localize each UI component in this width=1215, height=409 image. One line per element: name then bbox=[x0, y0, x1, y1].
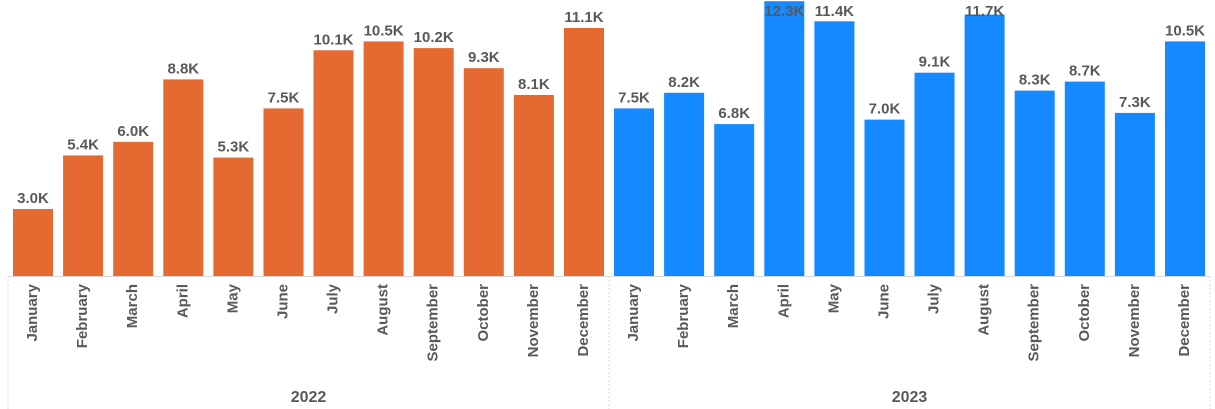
dividers-layer bbox=[7, 276, 1211, 409]
bar-2022-september bbox=[413, 48, 454, 276]
bar-2022-december bbox=[564, 28, 604, 276]
data-label-2023-april: 12.3K bbox=[764, 3, 804, 20]
data-label-2023-march: 6.8K bbox=[718, 105, 750, 122]
bar-2023-june bbox=[864, 119, 905, 276]
bar-2022-february bbox=[63, 155, 104, 276]
bar-2023-july bbox=[914, 72, 955, 276]
data-label-2023-july: 9.1K bbox=[919, 54, 951, 71]
x-tick-2022-march: March bbox=[124, 284, 141, 328]
bar-2022-january bbox=[13, 209, 53, 276]
x-tick-2023-march: March bbox=[725, 284, 742, 328]
data-label-2022-february: 5.4K bbox=[67, 136, 99, 153]
data-label-2022-october: 9.3K bbox=[468, 49, 500, 66]
x-tick-2022-june: June bbox=[274, 284, 291, 319]
x-tick-2022-september: September bbox=[425, 284, 442, 362]
data-label-2022-july: 10.1K bbox=[313, 31, 353, 48]
group-label-2022: 2022 bbox=[291, 389, 327, 406]
group-labels-layer: 2022 2023 bbox=[291, 389, 928, 406]
bar-2022-august bbox=[363, 41, 404, 277]
data-label-2023-september: 8.3K bbox=[1019, 72, 1051, 89]
bar-2023-november bbox=[1114, 112, 1155, 277]
data-label-2022-march: 6.0K bbox=[117, 123, 149, 140]
data-label-2022-november: 8.1K bbox=[518, 76, 550, 93]
data-label-2022-january: 3.0K bbox=[17, 190, 49, 207]
x-tick-2023-january: January bbox=[625, 283, 642, 341]
bar-2023-april bbox=[764, 1, 805, 276]
bar-2022-june bbox=[263, 108, 304, 277]
data-label-2023-november: 7.3K bbox=[1119, 94, 1151, 111]
bar-2023-march bbox=[714, 124, 755, 276]
x-tick-2022-february: February bbox=[74, 283, 91, 348]
data-label-2023-february: 8.2K bbox=[668, 74, 700, 91]
x-tick-2023-august: August bbox=[976, 284, 993, 336]
x-tick-2022-december: December bbox=[575, 284, 592, 357]
bar-2022-april bbox=[163, 79, 204, 277]
data-label-2023-october: 8.7K bbox=[1069, 63, 1101, 80]
x-tick-labels-layer: January February March April May June July Augu… bbox=[24, 283, 1193, 361]
data-label-2022-june: 7.5K bbox=[268, 89, 300, 106]
x-tick-2022-october: October bbox=[475, 284, 492, 342]
x-tick-2022-may: May bbox=[224, 283, 241, 313]
x-tick-2023-october: October bbox=[1076, 284, 1093, 342]
x-tick-2023-september: September bbox=[1026, 284, 1043, 362]
data-label-2022-april: 8.8K bbox=[167, 60, 199, 77]
bar-2022-may bbox=[213, 157, 254, 276]
bar-2023-january bbox=[614, 108, 654, 277]
x-tick-2023-june: June bbox=[875, 284, 892, 319]
data-label-2023-december: 10.5K bbox=[1165, 22, 1205, 39]
x-tick-2023-july: July bbox=[925, 283, 942, 314]
bar-2022-july bbox=[313, 50, 354, 276]
x-tick-2022-july: July bbox=[324, 283, 341, 314]
x-tick-2023-april: April bbox=[775, 284, 792, 318]
data-label-2022-august: 10.5K bbox=[364, 22, 404, 39]
x-tick-2022-january: January bbox=[24, 283, 41, 341]
bar-2023-may bbox=[814, 21, 855, 276]
bar-2023-october bbox=[1064, 81, 1105, 276]
bar-2023-august bbox=[964, 14, 1005, 276]
data-label-2023-june: 7.0K bbox=[869, 101, 901, 118]
x-tick-2022-august: August bbox=[375, 284, 392, 336]
x-tick-2022-april: April bbox=[174, 284, 191, 318]
x-tick-2023-december: December bbox=[1176, 284, 1193, 357]
bar-2023-february bbox=[664, 92, 705, 276]
bar-2022-march bbox=[113, 141, 154, 276]
group-label-2023: 2023 bbox=[892, 389, 928, 406]
data-label-2023-may: 11.4K bbox=[815, 3, 854, 20]
data-label-2023-august: 11.7K bbox=[965, 3, 1004, 20]
data-label-2023-january: 7.5K bbox=[618, 89, 650, 106]
bar-2023-september bbox=[1014, 90, 1055, 276]
x-tick-2022-november: November bbox=[525, 284, 542, 358]
data-label-2022-september: 10.2K bbox=[414, 29, 454, 46]
bar-2022-october bbox=[463, 68, 504, 276]
bar-2022-november bbox=[513, 95, 554, 276]
data-label-2022-may: 5.3K bbox=[218, 139, 250, 156]
bars-layer bbox=[13, 1, 1205, 277]
x-tick-2023-may: May bbox=[825, 283, 842, 313]
x-tick-2023-november: November bbox=[1126, 284, 1143, 358]
data-label-2022-december: 11.1K bbox=[564, 9, 603, 26]
bar-2023-december bbox=[1165, 41, 1205, 277]
x-tick-2023-february: February bbox=[675, 283, 692, 348]
data-labels-layer: 3.0K 5.4K 6.0K 8.8K 5.3K 7.5K 10.1K 10.5K 10.2K 9… bbox=[17, 3, 1205, 207]
